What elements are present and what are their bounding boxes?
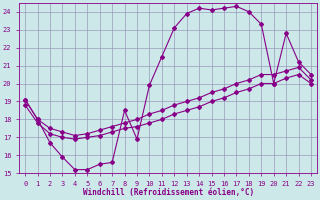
X-axis label: Windchill (Refroidissement éolien,°C): Windchill (Refroidissement éolien,°C) [83, 188, 254, 197]
